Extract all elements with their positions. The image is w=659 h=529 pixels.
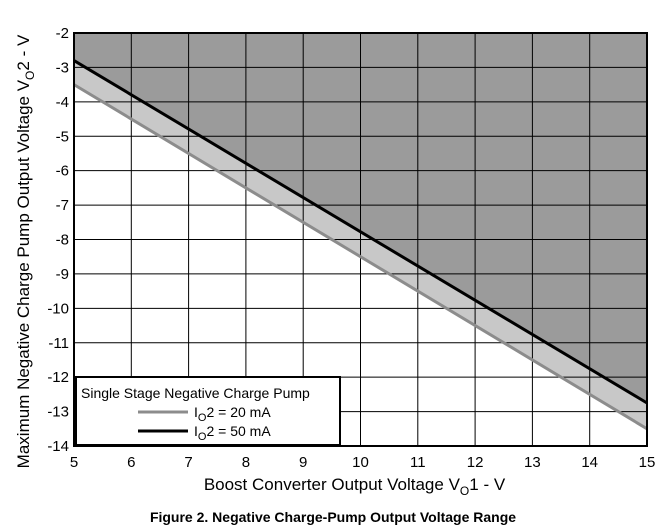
y-tick-label: -12 xyxy=(47,369,69,386)
y-tick-labels: -2 -3 -4 -5 -6 -7 -8 -9 -10 -11 -12 -13 -14 xyxy=(47,25,69,455)
y-tick-label: -7 xyxy=(56,197,69,214)
x-tick-label: 14 xyxy=(581,454,598,471)
y-axis-label: Maximum Negative Charge Pump Output Volt… xyxy=(14,34,37,468)
x-tick-label: 8 xyxy=(242,454,250,471)
y-tick-label: -9 xyxy=(56,266,69,283)
x-tick-label: 6 xyxy=(127,454,135,471)
x-axis-label: Boost Converter Output Voltage VO1 - V xyxy=(204,475,506,498)
x-tick-label: 7 xyxy=(184,454,192,471)
y-tick-label: -6 xyxy=(56,163,69,180)
y-tick-label: -5 xyxy=(56,128,69,145)
y-tick-label: -4 xyxy=(56,94,69,111)
x-tick-labels: 5 6 7 8 9 10 11 12 13 14 15 xyxy=(70,454,656,471)
series-line-20ma xyxy=(73,83,648,431)
series-layer xyxy=(73,59,648,431)
legend-entry-20ma: IO2 = 20 mA xyxy=(194,404,271,424)
x-tick-label: 13 xyxy=(524,454,541,471)
plot-frame xyxy=(73,32,648,447)
y-tick-label: -2 xyxy=(56,25,69,42)
x-tick-label: 5 xyxy=(70,454,78,471)
x-tick-label: 10 xyxy=(352,454,369,471)
legend-box xyxy=(75,376,341,446)
legend: Single Stage Negative Charge Pump IO2 = … xyxy=(75,376,341,446)
y-tick-label: -10 xyxy=(47,300,69,317)
x-tick-label: 9 xyxy=(299,454,307,471)
y-tick-label: -3 xyxy=(56,59,69,76)
y-tick-label: -13 xyxy=(47,404,69,421)
legend-title: Single Stage Negative Charge Pump xyxy=(81,385,310,401)
x-tick-label: 12 xyxy=(467,454,484,471)
y-tick-label: -14 xyxy=(47,438,69,455)
y-tick-label: -11 xyxy=(48,335,69,352)
x-tick-label: 15 xyxy=(639,454,656,471)
y-tick-label: -8 xyxy=(56,232,69,249)
legend-entry-50ma: IO2 = 50 mA xyxy=(194,423,271,443)
series-line-50ma xyxy=(73,59,648,405)
x-tick-label: 11 xyxy=(410,454,426,471)
figure-caption: Figure 2. Negative Charge-Pump Output Vo… xyxy=(150,509,516,525)
